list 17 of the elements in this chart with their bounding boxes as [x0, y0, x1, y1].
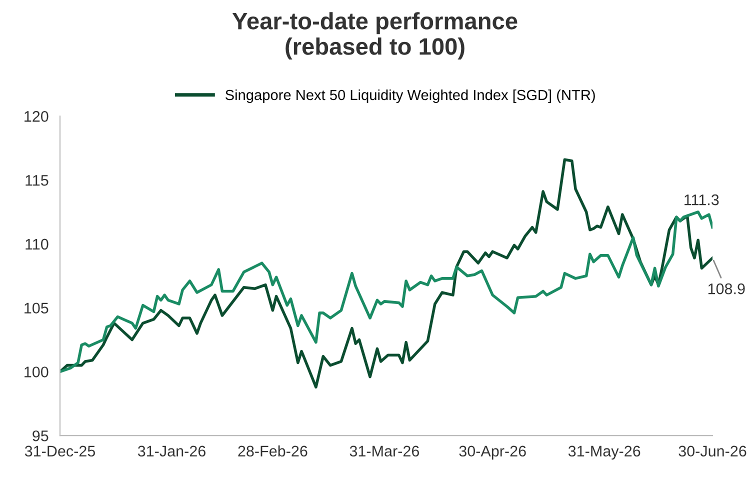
x-tick-label: 31-Jan-26 — [138, 446, 206, 457]
y-tick-label: 110 — [26, 238, 48, 250]
y-tick-label: 100 — [24, 366, 48, 378]
y-tick-label: 105 — [24, 302, 48, 314]
x-tick-label: 30-Jun-26 — [678, 446, 746, 457]
x-tick-label: 31-May-26 — [568, 446, 640, 460]
y-tick-label: 115 — [26, 175, 48, 186]
chart-title: Year-to-date performance (rebased to 100) — [232, 12, 518, 60]
annotation: 111.3 — [684, 194, 719, 206]
x-tick-label: 31-Dec-25 — [24, 446, 96, 457]
y-tick-label: 120 — [24, 111, 48, 122]
annotation: 108.9 — [708, 283, 745, 294]
x-tick-label: 30-Apr-26 — [459, 446, 526, 460]
x-tick-label: 31-Mar-26 — [350, 446, 420, 457]
x-tick-label: 28-Feb-26 — [238, 445, 308, 457]
y-tick-label: 95 — [32, 430, 48, 442]
legend-label: Singapore Next 50 Liquidity Weighted Index [SGD] (NTR) — [225, 89, 595, 104]
